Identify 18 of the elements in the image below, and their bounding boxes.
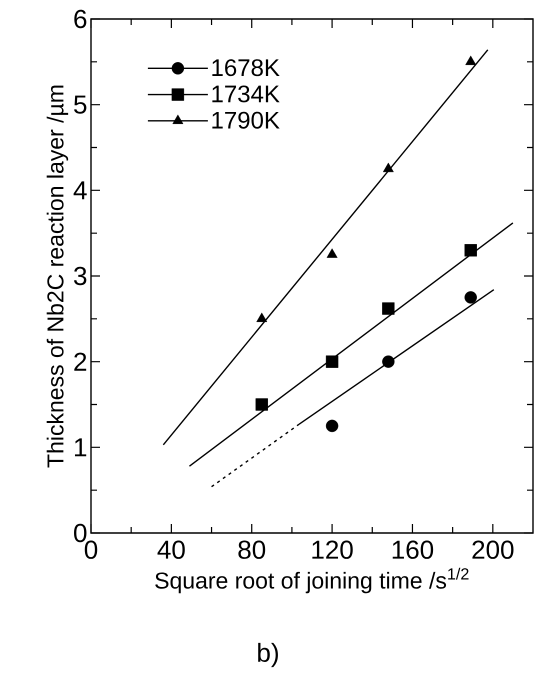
x-tick-label: 40 [158, 540, 185, 559]
legend-label: 1678K [212, 59, 280, 76]
y-tick-label: 3 [74, 266, 86, 286]
text: b) [258, 642, 278, 668]
y-tick-label: 5 [74, 96, 86, 114]
y-tick-label: 2 [74, 352, 86, 371]
x-tick-label: 80 [238, 540, 266, 559]
legend-label: 1790K [212, 112, 280, 129]
x-tick-label: 120 [312, 540, 353, 559]
legend-label: 1734K [212, 85, 280, 102]
y-tick-label: 0 [74, 524, 86, 542]
y-tick-label: 1 [74, 438, 86, 456]
y-tick-label: 4 [74, 181, 87, 200]
x-tick-label: 200 [472, 540, 514, 559]
x-axis-title: Square root of joining time /s$^{1/2}$ [155, 568, 469, 594]
y-axis-title: Thickness of Nb2C reaction layer /µm [46, 86, 68, 468]
x-tick-label: 160 [392, 540, 434, 559]
y-tick-label: 6 [74, 10, 86, 28]
